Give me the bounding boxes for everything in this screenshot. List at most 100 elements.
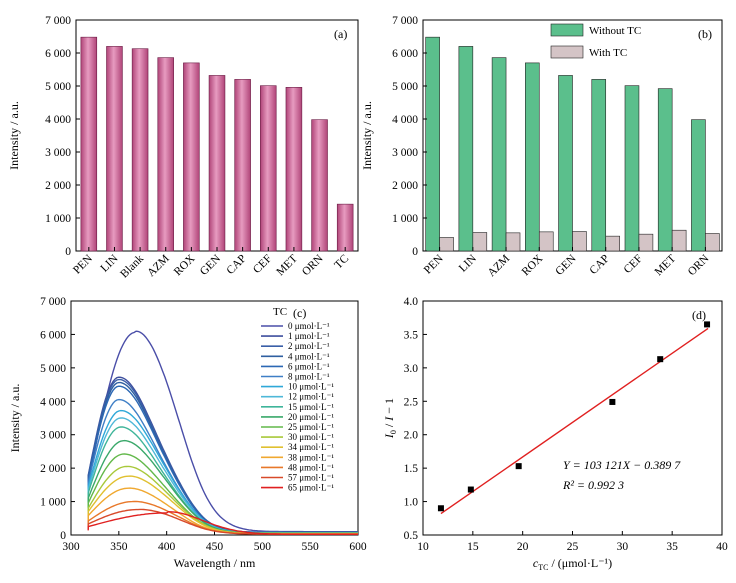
bar: [208, 75, 226, 252]
panel-d-ytick-label: 2.0: [404, 430, 419, 442]
panel-a-ytick-label: 3 000: [45, 147, 71, 159]
legend-label: 1 μmol·L⁻¹: [288, 331, 330, 341]
panel-b-ytick-label: 6 000: [392, 48, 418, 60]
bar-with-tc: [439, 237, 454, 252]
panel-c-ytick-label: 1 000: [40, 497, 66, 509]
panel-c-ytick-label: 2 000: [40, 463, 66, 475]
panel-b-ytick-label: 7 000: [392, 15, 418, 27]
panel-a-ytick-label: 1 000: [45, 213, 71, 225]
panel-a-ytick-label: 4 000: [45, 114, 71, 126]
panel-d-ytick-label: 3.0: [404, 363, 419, 375]
panel-d-xtick-label: 40: [716, 541, 728, 553]
panel-c-ytick-label: 4 000: [40, 396, 66, 408]
legend-title: TC: [273, 306, 287, 318]
legend-label: With TC: [589, 47, 627, 59]
data-point: [437, 505, 444, 512]
legend-label: Without TC: [589, 25, 641, 37]
category-label: CEF: [251, 253, 274, 276]
panel-d-ytick-label: 2.5: [404, 396, 419, 408]
panel-b-ytick-label: 5 000: [392, 81, 418, 93]
category-label: ORN: [686, 252, 712, 278]
panel-c-xlabel: Wavelength / nm: [174, 556, 256, 570]
panel-c: 300 350 400 450 500 550 600 0 1 000 2 000 3 000 4 0…: [8, 296, 367, 570]
panel-c-ytick-label: 7 000: [40, 296, 66, 308]
bar-without-tc: [657, 88, 673, 252]
bar: [183, 62, 200, 252]
panel-b-ytick-label: 1 000: [392, 213, 418, 225]
bar-without-tc: [491, 57, 507, 252]
legend-label: 20 μmol·L⁻¹: [288, 412, 334, 422]
legend-label: 38 μmol·L⁻¹: [288, 452, 334, 462]
panel-c-xtick-label: 500: [254, 541, 272, 553]
bar-with-tc: [505, 232, 521, 252]
panel-d-label: (d): [692, 308, 706, 322]
panel-d-xtick-label: 35: [666, 541, 678, 553]
panel-d-ytick-label: 4.0: [404, 296, 419, 308]
panel-d-xtick-label: 15: [467, 541, 479, 553]
panel-d-ylabel: I0 / I − 1: [382, 398, 398, 439]
bar: [311, 119, 328, 252]
panel-c-xtick-label: 550: [302, 541, 320, 553]
panel-b-ytick-label: 2 000: [392, 180, 418, 192]
panel-d-xlabel: cTC / (μmol·L⁻¹): [533, 556, 612, 572]
legend-label: 65 μmol·L⁻¹: [288, 483, 334, 493]
bar: [157, 57, 174, 252]
panel-b-ytick-label: 4 000: [392, 114, 418, 126]
legend-label: 10 μmol·L⁻¹: [288, 382, 334, 392]
legend-label: 0 μmol·L⁻¹: [288, 321, 330, 331]
data-point: [657, 356, 664, 363]
panel-d-ytick-label: 3.5: [404, 329, 419, 341]
category-label: TC: [332, 252, 351, 271]
panel-d-xtick-label: 10: [417, 541, 429, 553]
panel-a-ylabel: Intensity / a.u.: [7, 101, 21, 170]
legend-label: 34 μmol·L⁻¹: [288, 442, 334, 452]
bar: [106, 46, 123, 252]
legend-label: 6 μmol·L⁻¹: [288, 361, 330, 371]
panel-c-xtick-label: 450: [206, 541, 224, 553]
panel-d-xtick-label: 30: [617, 541, 629, 553]
bar-with-tc: [472, 232, 488, 252]
panel-b: PEN LIN AZM ROX GEN CAP CEF MET ORN 0 1 000 2 000 3 …: [360, 15, 723, 279]
bar: [80, 36, 98, 252]
bar-without-tc: [691, 119, 706, 252]
panel-d: 10 15 20 25 30 35 40 0.5 1.0 1.5 2.0 2.5 3.0 3.5 4.0 cT…: [382, 296, 728, 572]
panel-c-ytick-label: 3 000: [40, 430, 66, 442]
panel-c-xtick-label: 300: [62, 541, 80, 553]
legend-label: 4 μmol·L⁻¹: [288, 351, 330, 361]
bar-without-tc: [425, 36, 440, 252]
panel-c-label: (c): [293, 306, 306, 320]
bar-with-tc: [605, 235, 620, 252]
fit-r2: R² = 0.992 3: [562, 478, 624, 492]
category-label: PEN: [422, 252, 446, 276]
category-label: LIN: [457, 252, 480, 275]
panel-d-xtick-label: 20: [517, 541, 529, 553]
panel-c-xtick-label: 350: [110, 541, 128, 553]
legend-swatch: [550, 23, 584, 37]
bar-with-tc: [572, 231, 587, 252]
category-label: MET: [274, 253, 300, 279]
category-label: CEF: [622, 253, 645, 276]
category-label: AZM: [145, 253, 172, 280]
category-label: CAP: [224, 253, 248, 277]
bar: [260, 85, 277, 252]
category-label: ORN: [300, 252, 326, 278]
panel-b-label: (b): [698, 27, 712, 41]
data-point: [704, 321, 711, 328]
bar-without-tc: [558, 75, 573, 252]
panel-a-ytick-label: 7 000: [45, 15, 71, 27]
bar-with-tc: [671, 229, 687, 252]
panel-d-frame: [422, 300, 723, 536]
data-point: [467, 486, 474, 493]
bar-without-tc: [458, 46, 474, 252]
panel-c-ytick-label: 5 000: [40, 363, 66, 375]
legend-label: 2 μmol·L⁻¹: [288, 341, 330, 351]
bar: [131, 48, 149, 252]
bar-with-tc: [538, 231, 554, 252]
legend-label: 15 μmol·L⁻¹: [288, 402, 334, 412]
category-label: PEN: [71, 252, 95, 276]
bar: [285, 87, 303, 252]
legend-label: 25 μmol·L⁻¹: [288, 422, 334, 432]
panel-d-ytick-label: 1.0: [404, 497, 419, 509]
